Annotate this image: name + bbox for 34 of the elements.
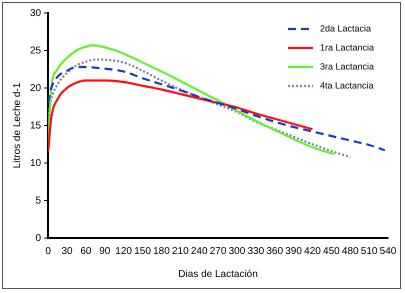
y-tick-label: 5 [36,195,42,206]
x-tick-label: 510 [360,246,378,257]
x-tick-label: 150 [134,246,152,257]
x-tick-label: 210 [172,246,190,257]
x-tick-label: 480 [342,246,360,257]
y-tick-label: 0 [36,232,42,244]
x-tick-label: 90 [99,246,111,257]
y-axis-title: Litros de Leche d-1 [12,82,23,168]
legend-label: 2da Lactacia [320,23,372,34]
legend-label: 1ra Lactancia [320,42,374,52]
x-tick-label: 120 [115,246,132,257]
x-tick-label: 300 [228,246,246,257]
x-tick-label: 360 [266,246,284,257]
y-tick-label: 10 [30,158,42,169]
x-tick-label: 270 [210,246,227,257]
x-tick-label: 30 [61,246,74,257]
line-series [48,79,314,153]
x-tick-label: 180 [153,246,170,257]
x-tick-label: 390 [285,246,302,257]
x-tick-label: 450 [323,246,340,257]
x-tick-label: 540 [380,246,397,257]
legend-label: 3ra Lactancia [320,61,374,72]
y-tick-label: 30 [30,8,42,19]
x-tick-label: 240 [190,246,208,257]
x-tick-label: 420 [304,246,322,257]
line-series [48,44,336,156]
y-tick-label: 15 [30,120,42,132]
x-tick-label: 60 [80,246,92,257]
y-tick-label: 25 [30,45,42,56]
x-tick-label: 0 [45,246,52,257]
x-tick-label: 330 [247,246,265,257]
legend-label: 4ta Lactancia [320,80,374,90]
x-axis-title: Dias de Lactación [178,268,258,280]
y-tick-label: 20 [30,82,42,94]
